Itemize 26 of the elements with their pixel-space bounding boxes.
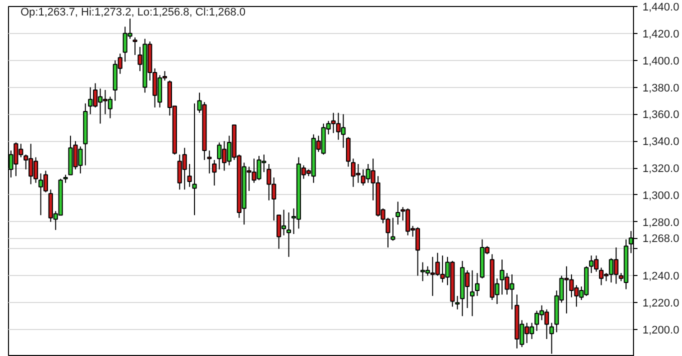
y-tick-label: 1,340.0 (642, 136, 680, 148)
candlestick (396, 201, 400, 226)
y-tick-label: 1,440.0 (642, 2, 680, 14)
annotation: Op:1,263.7, Hi:1,273.2, Lo:1,256.8, Cl:1,268.0 (20, 6, 246, 18)
y-tick-label: 1,268.0 (642, 233, 680, 246)
candlestick (390, 217, 396, 242)
candlestick (212, 159, 217, 186)
candlestick (192, 102, 197, 216)
y-tick-label: 1,240.0 (642, 270, 680, 283)
y-tick-label: 1,200.0 (642, 324, 680, 337)
y-tick-label: 1,320.0 (642, 163, 680, 176)
candlestick (207, 150, 212, 174)
candlestick (187, 164, 192, 188)
candlestick (455, 295, 460, 310)
y-tick-label: 1,300.0 (642, 190, 680, 202)
candlestick (132, 36, 138, 56)
candlestick (474, 272, 480, 296)
y-tick-label: 1,220.0 (642, 298, 680, 310)
y-tick-label: 1,380.0 (642, 82, 680, 94)
y-tick-label: 1,280.0 (642, 216, 680, 229)
y-tick-label: 1,420.0 (642, 28, 680, 40)
candlestick (286, 212, 292, 258)
y-tick-label: 1,360.0 (642, 109, 680, 122)
y-tick-label: 1,400.0 (642, 55, 680, 68)
candlestick (470, 270, 475, 317)
candlestick (346, 136, 351, 168)
